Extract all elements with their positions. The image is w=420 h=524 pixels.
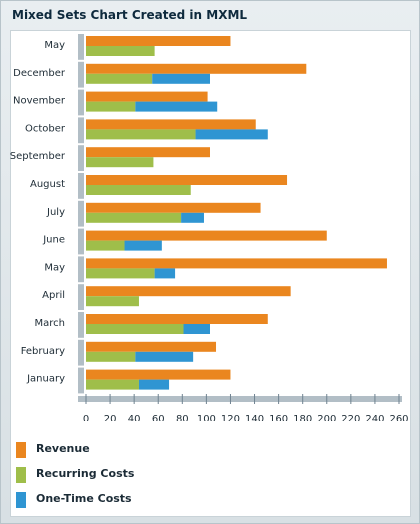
bar-revenue-february-11 [86, 341, 217, 352]
x-axis-tick-label-160: 160 [269, 414, 288, 421]
category-label-may-0: May [44, 40, 65, 51]
category-gutter-june-7 [78, 228, 84, 255]
category-gutter-april-9 [78, 284, 84, 310]
bar-revenue-december-1 [86, 63, 307, 74]
x-axis-tick-label-40: 40 [128, 414, 141, 421]
bar-revenue-november-2 [86, 91, 208, 102]
x-axis-tick-label-100: 100 [197, 414, 216, 421]
bar-recurring-costs-july-6 [86, 212, 182, 223]
category-gutter-august-5 [78, 173, 84, 199]
bar-one-time-costs-july-6 [181, 212, 204, 223]
bar-revenue-january-12 [86, 369, 231, 380]
category-label-september-4: September [10, 151, 66, 162]
legend-label-one-time-costs: One-Time Costs [36, 492, 132, 505]
legend-swatch-one-time-costs [16, 492, 26, 508]
category-label-june-7: June [42, 235, 65, 246]
category-gutter-october-3 [78, 117, 84, 144]
x-axis-tick-label-140: 140 [245, 414, 264, 421]
bar-one-time-costs-december-1 [152, 73, 210, 84]
x-axis-tick-label-200: 200 [317, 414, 336, 421]
bar-recurring-costs-october-3 [86, 129, 196, 140]
bar-one-time-costs-may-8 [154, 268, 176, 279]
panel-title: Mixed Sets Chart Created in MXML [12, 8, 248, 22]
category-gutter-september-4 [78, 145, 84, 171]
bar-revenue-may-8 [86, 258, 387, 269]
bar-revenue-june-7 [86, 230, 327, 241]
category-gutter-january-12 [78, 367, 84, 394]
bar-recurring-costs-june-7 [86, 240, 125, 251]
category-label-november-2: November [13, 96, 66, 107]
bar-recurring-costs-may-8 [86, 268, 155, 279]
x-axis-band [78, 396, 402, 402]
x-axis-tick-label-0: 0 [83, 414, 89, 421]
bar-revenue-may-0 [86, 36, 231, 46]
legend-label-recurring-costs: Recurring Costs [36, 467, 135, 480]
category-label-march-10: March [35, 318, 65, 329]
legend-swatch-revenue [16, 442, 26, 458]
category-label-december-1: December [13, 68, 66, 79]
legend-swatch-recurring-costs [16, 467, 26, 483]
category-gutter-may-0 [78, 34, 84, 60]
bar-recurring-costs-august-5 [86, 185, 191, 195]
category-gutter-march-10 [78, 312, 84, 338]
category-gutter-november-2 [78, 89, 84, 116]
bar-recurring-costs-january-12 [86, 379, 139, 390]
bar-one-time-costs-january-12 [138, 379, 170, 390]
x-axis-tick-label-20: 20 [104, 414, 117, 421]
x-axis-tick-label-260: 260 [389, 414, 408, 421]
bar-revenue-september-4 [86, 147, 210, 158]
category-gutter-december-1 [78, 61, 84, 88]
category-label-february-11: February [21, 346, 65, 357]
bar-one-time-costs-february-11 [135, 351, 194, 362]
bar-revenue-july-6 [86, 202, 261, 213]
category-gutter-may-8 [78, 256, 84, 283]
mixed-sets-bar-chart: May December November October September Augus… [10, 34, 409, 421]
category-gutter-february-11 [78, 339, 84, 366]
bar-revenue-august-5 [86, 175, 288, 185]
x-axis-tick-label-240: 240 [365, 414, 384, 421]
category-label-may-8: May [44, 262, 65, 273]
bar-one-time-costs-october-3 [195, 129, 268, 140]
bar-recurring-costs-september-4 [86, 157, 154, 168]
bar-one-time-costs-june-7 [124, 240, 162, 251]
bar-recurring-costs-november-2 [86, 101, 136, 112]
bar-one-time-costs-march-10 [183, 324, 210, 334]
legend-label-revenue: Revenue [36, 442, 90, 455]
category-label-august-5: August [30, 179, 65, 190]
x-axis-tick-label-180: 180 [293, 414, 312, 421]
category-label-july-6: July [46, 207, 65, 218]
bar-recurring-costs-april-9 [86, 296, 139, 307]
bar-revenue-october-3 [86, 119, 256, 130]
bar-revenue-april-9 [86, 286, 291, 297]
bar-recurring-costs-may-0 [86, 46, 155, 56]
chart-content [10, 30, 411, 517]
bar-revenue-march-10 [86, 314, 268, 324]
x-axis-tick-label-220: 220 [341, 414, 360, 421]
x-axis-tick-label-120: 120 [221, 414, 240, 421]
category-label-october-3: October [25, 123, 66, 134]
x-axis-tick-label-60: 60 [152, 414, 165, 421]
category-gutter-july-6 [78, 200, 84, 227]
bar-recurring-costs-december-1 [86, 73, 153, 84]
bar-recurring-costs-march-10 [86, 324, 184, 334]
bar-one-time-costs-november-2 [135, 101, 218, 112]
bar-recurring-costs-february-11 [86, 351, 136, 362]
category-label-january-12: January [26, 374, 65, 385]
x-axis-tick-label-80: 80 [176, 414, 189, 421]
category-label-april-9: April [42, 290, 65, 301]
